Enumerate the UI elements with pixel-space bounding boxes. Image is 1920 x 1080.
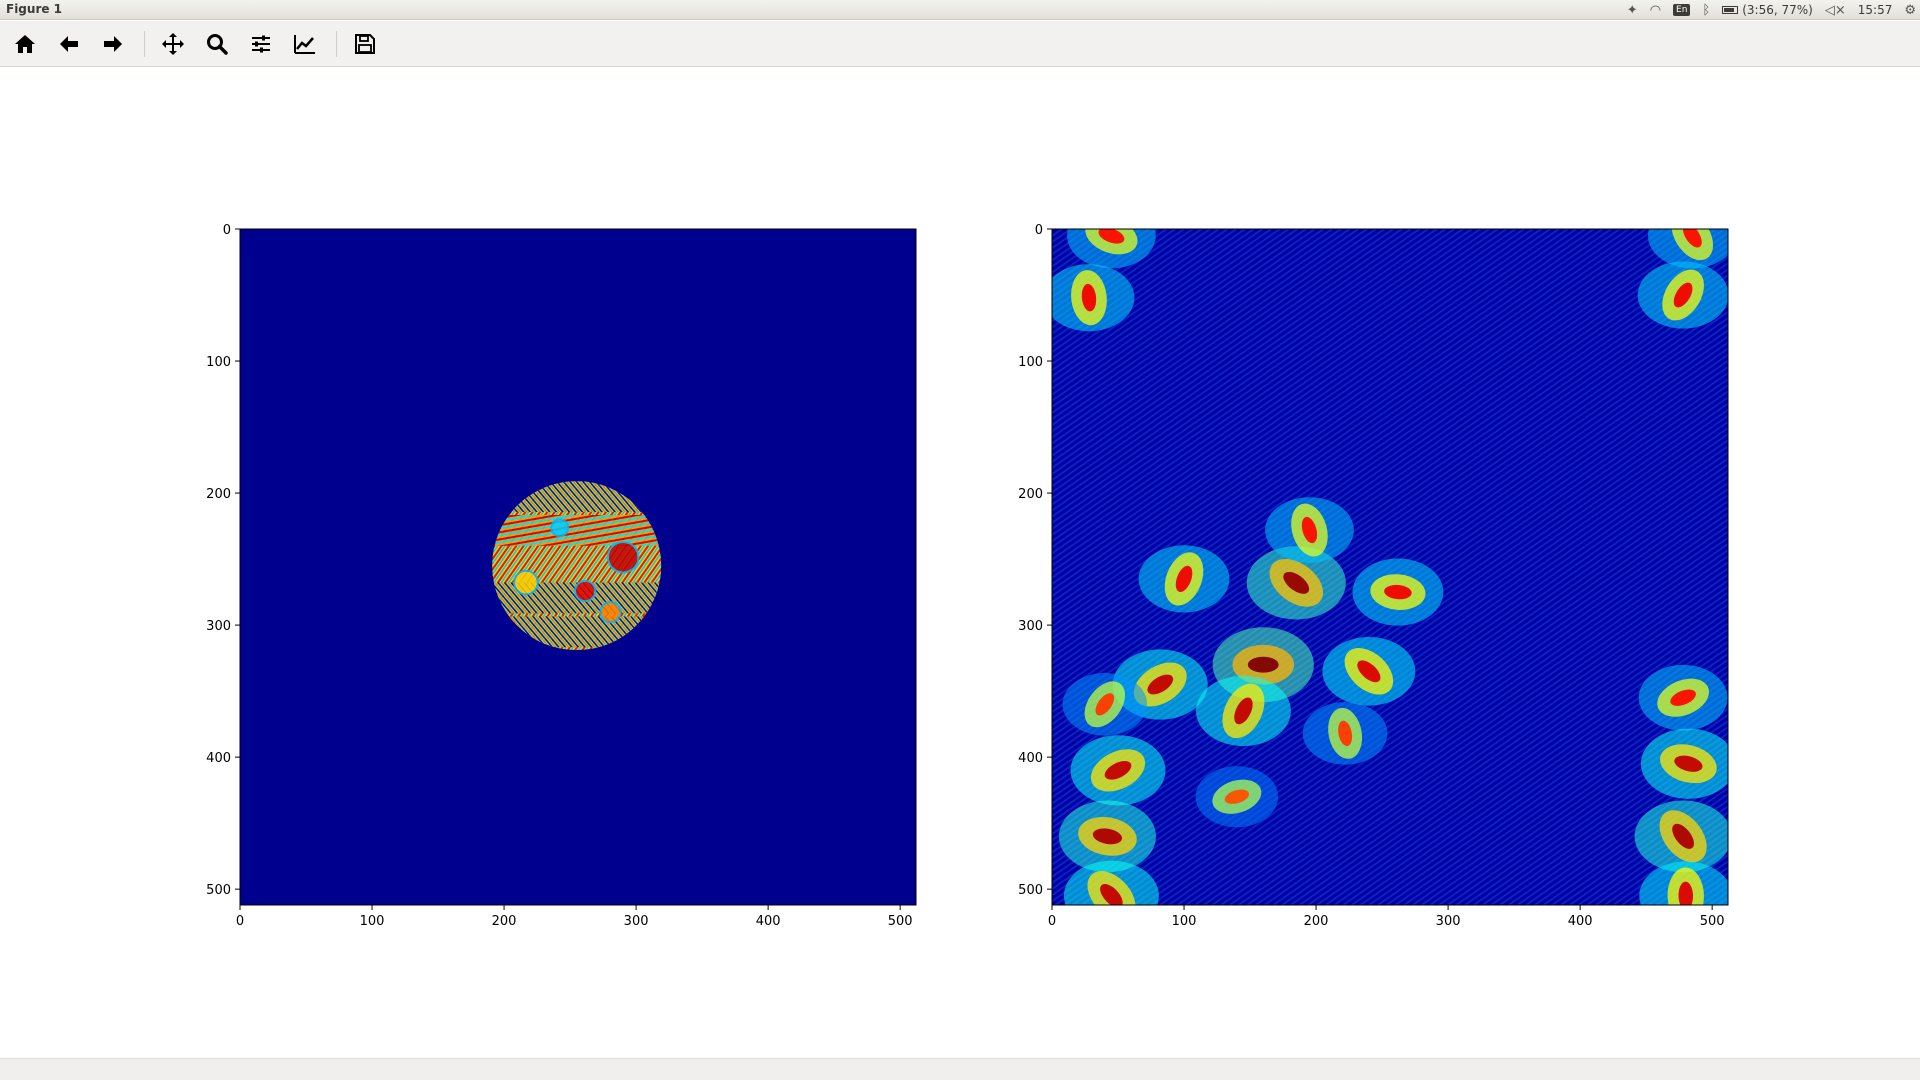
x-tick-label: 500 <box>1700 914 1725 929</box>
heatmap-image-2 <box>1052 229 1728 905</box>
sliders-icon <box>252 35 270 53</box>
window-title-bar: Figure 1 ✦ ◠ En ᛒ (3:56, 77%) ◁× 15:57 ⚙ <box>0 0 1920 20</box>
line-chart-icon <box>294 35 315 54</box>
arrow-left-icon <box>60 36 78 52</box>
home-button[interactable] <box>8 29 42 59</box>
y-tick-label: 200 <box>1018 487 1043 502</box>
x-tick-label: 100 <box>1172 914 1197 929</box>
save-button[interactable] <box>348 29 382 59</box>
y-tick-label: 0 <box>223 223 231 238</box>
figure-svg: 0 100 200 300 400 500 0 100 200 300 400 500 0 100 200 3… <box>206 203 1737 931</box>
x-tick-label: 500 <box>888 914 913 929</box>
y-tick-label: 300 <box>206 619 231 634</box>
x-tick-label: 400 <box>756 914 781 929</box>
axes-frame <box>239 228 917 906</box>
back-button[interactable] <box>52 29 86 59</box>
floppy-disk-icon <box>355 34 375 54</box>
y-tick-label: 400 <box>206 751 231 766</box>
wifi-icon[interactable]: ◠ <box>1649 2 1662 18</box>
toolbar-separator <box>144 31 145 57</box>
x-tick-label: 300 <box>624 914 649 929</box>
forward-button[interactable] <box>96 29 130 59</box>
magnifier-icon <box>207 34 228 55</box>
heatmap-image-1 <box>240 229 916 905</box>
y-tick-label: 200 <box>206 487 231 502</box>
volume-muted-icon[interactable]: ◁× <box>1824 2 1846 18</box>
x-tick-label: 400 <box>1568 914 1593 929</box>
home-icon <box>15 35 35 53</box>
x-tick-label: 0 <box>236 914 244 929</box>
y-tick-label: 300 <box>1018 619 1043 634</box>
window-title: Figure 1 <box>6 2 63 16</box>
clock[interactable]: 15:57 <box>1857 3 1893 17</box>
x-tick-label: 300 <box>1436 914 1461 929</box>
navigation-toolbar <box>0 21 1920 67</box>
toolbar-separator <box>336 31 337 57</box>
battery-icon <box>1722 6 1739 14</box>
y-tick-label: 0 <box>1035 223 1043 238</box>
figure-canvas[interactable]: 0 100 200 300 400 500 0 100 200 300 400 500 0 100 200 3… <box>0 68 1920 1058</box>
axes-2[interactable]: 0 100 200 300 400 500 0 100 200 300 400 500 <box>1018 203 1737 931</box>
settings-gear-icon[interactable]: ⚙ <box>1904 2 1916 18</box>
x-tick-label: 200 <box>492 914 517 929</box>
x-tick-label: 100 <box>360 914 385 929</box>
status-bar <box>0 1058 1920 1080</box>
x-tick-label: 200 <box>1304 914 1329 929</box>
y-tick-label: 500 <box>206 883 231 898</box>
configure-subplots-button[interactable] <box>244 29 278 59</box>
keyboard-layout-indicator[interactable]: En <box>1673 4 1691 16</box>
battery-indicator[interactable]: (3:56, 77%) <box>1722 3 1813 17</box>
x-tick-label: 0 <box>1048 914 1056 929</box>
y-tick-label: 100 <box>1018 355 1043 370</box>
arrow-right-icon <box>104 36 122 52</box>
aperture-disk <box>492 481 662 651</box>
axes-frame <box>1051 228 1729 906</box>
y-tick-label: 100 <box>206 355 231 370</box>
axes-1[interactable]: 0 100 200 300 400 500 0 100 200 300 400 500 <box>206 223 917 929</box>
dropbox-icon[interactable]: ✦ <box>1626 2 1638 18</box>
pan-button[interactable] <box>156 29 190 59</box>
battery-text: (3:56, 77%) <box>1742 3 1813 17</box>
edit-axis-button[interactable] <box>288 29 322 59</box>
move-icon <box>162 33 184 55</box>
system-tray: ✦ ◠ En ᛒ (3:56, 77%) ◁× 15:57 ⚙ <box>1627 0 1916 20</box>
y-tick-label: 400 <box>1018 751 1043 766</box>
zoom-button[interactable] <box>200 29 234 59</box>
y-tick-label: 500 <box>1018 883 1043 898</box>
bluetooth-icon[interactable]: ᛒ <box>1702 2 1711 18</box>
